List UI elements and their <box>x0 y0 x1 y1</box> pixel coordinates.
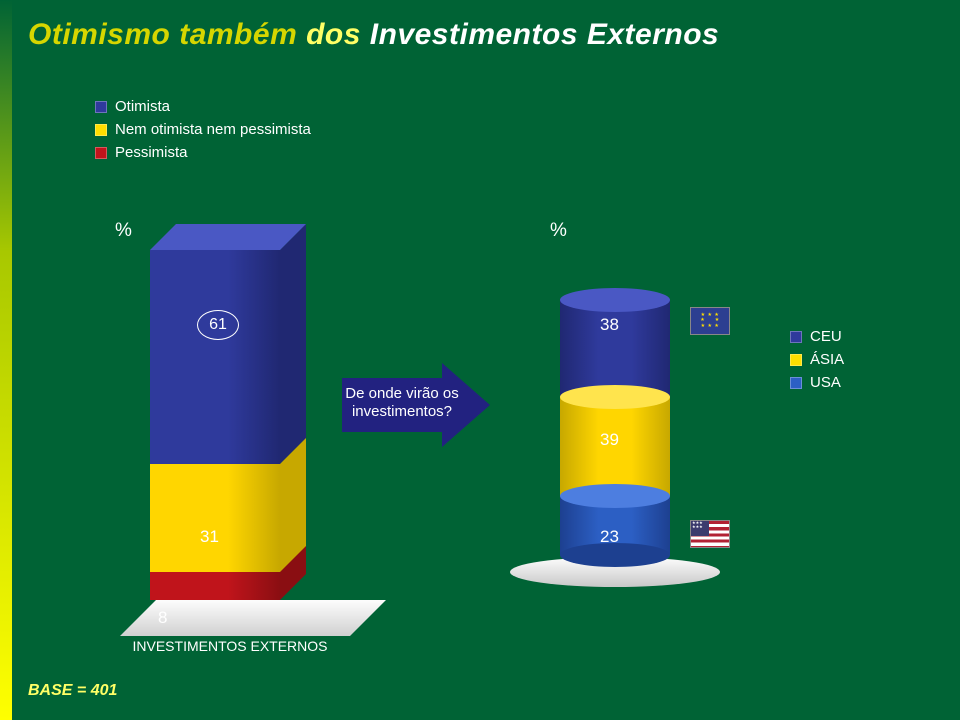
eu-flag-icon: ★ ★ ★★ ★★ ★ ★ <box>690 307 730 335</box>
legend-item: CEU <box>790 328 844 345</box>
cyl-value-label: 23 <box>600 527 619 547</box>
percent-label-left: % <box>115 220 132 242</box>
legend-right: CEU ÁSIA USA <box>790 328 844 397</box>
legend-item: USA <box>790 374 844 391</box>
legend-item: Otimista <box>95 98 311 115</box>
bar-category-label: INVESTIMENTOS EXTERNOS <box>120 638 340 654</box>
legend-swatch <box>790 354 802 366</box>
legend-swatch <box>790 331 802 343</box>
legend-label: Nem otimista nem pessimista <box>115 121 311 138</box>
cyl-value-label: 39 <box>600 430 619 450</box>
title-word: também <box>179 18 297 51</box>
legend-item: Nem otimista nem pessimista <box>95 121 311 138</box>
bar-value-label: 8 <box>158 608 167 628</box>
page-title: Otimismo também dos Investimentos Extern… <box>28 18 719 52</box>
legend-label: Otimista <box>115 98 170 115</box>
legend-label: USA <box>810 374 841 391</box>
title-word: Externos <box>587 18 719 51</box>
legend-item: ÁSIA <box>790 351 844 368</box>
bar-segment <box>150 572 280 600</box>
legend-swatch <box>95 101 107 113</box>
legend-item: Pessimista <box>95 144 311 161</box>
cylinder-cap <box>560 385 670 409</box>
arrow-text: De onde virão os investimentos? <box>342 385 462 421</box>
legend-label: Pessimista <box>115 144 188 161</box>
bar-segment-top <box>150 224 306 250</box>
legend-left: Otimista Nem otimista nem pessimista Pes… <box>95 98 311 167</box>
cylinder-cap <box>560 288 670 312</box>
legend-label: CEU <box>810 328 842 345</box>
bar-value-label: 31 <box>200 527 219 547</box>
accent-bar <box>0 0 12 720</box>
us-flag-icon: ★★★★★★ <box>690 520 730 548</box>
title-word: dos <box>306 18 361 51</box>
circled-value: 61 <box>197 310 239 340</box>
bar-segment <box>150 250 280 464</box>
title-word: Otimismo <box>28 18 170 51</box>
title-word: Investimentos <box>370 18 578 51</box>
bar-segment-side <box>280 224 306 464</box>
legend-label: ÁSIA <box>810 351 844 368</box>
legend-swatch <box>790 377 802 389</box>
footer-base-n: BASE = 401 <box>28 682 117 700</box>
bar-segment <box>150 464 280 573</box>
legend-swatch <box>95 147 107 159</box>
bar-value: 61 <box>209 316 227 334</box>
percent-label-right: % <box>550 220 567 242</box>
legend-swatch <box>95 124 107 136</box>
cyl-value-label: 38 <box>600 315 619 335</box>
